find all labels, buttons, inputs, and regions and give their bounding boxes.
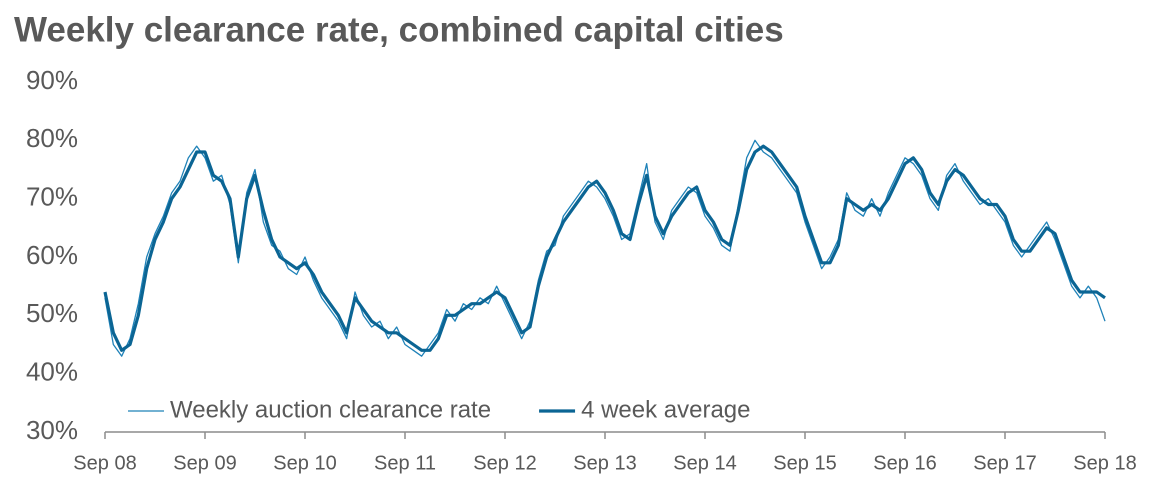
x-tick-label: Sep 15 (773, 452, 836, 474)
y-tick-label: 50% (26, 298, 78, 328)
x-tick-label: Sep 11 (374, 452, 436, 474)
series-line (103, 144, 1106, 352)
x-tick-label: Sep 18 (1073, 452, 1136, 474)
x-tick-label: Sep 12 (473, 452, 536, 474)
x-tick-label: Sep 14 (673, 452, 736, 474)
y-tick-label: 80% (26, 123, 78, 153)
x-tick-label: Sep 08 (73, 452, 136, 474)
x-tick-label: Sep 13 (573, 452, 636, 474)
x-tick-label: Sep 16 (873, 452, 936, 474)
y-tick-label: 70% (26, 182, 78, 212)
y-tick-label: 40% (26, 357, 78, 387)
chart-title: Weekly clearance rate, combined capital … (14, 10, 784, 49)
y-tick-label: 30% (26, 415, 78, 445)
x-tick-label: Sep 09 (173, 452, 236, 474)
x-tick-label: Sep 17 (973, 452, 1036, 474)
legend-label: Weekly auction clearance rate (170, 396, 491, 423)
y-tick-label: 60% (26, 240, 78, 270)
legend-label: 4 week average (581, 396, 750, 423)
y-tick-label: 90% (26, 65, 78, 95)
series-line (104, 139, 1106, 357)
x-tick-label: Sep 10 (273, 452, 336, 474)
